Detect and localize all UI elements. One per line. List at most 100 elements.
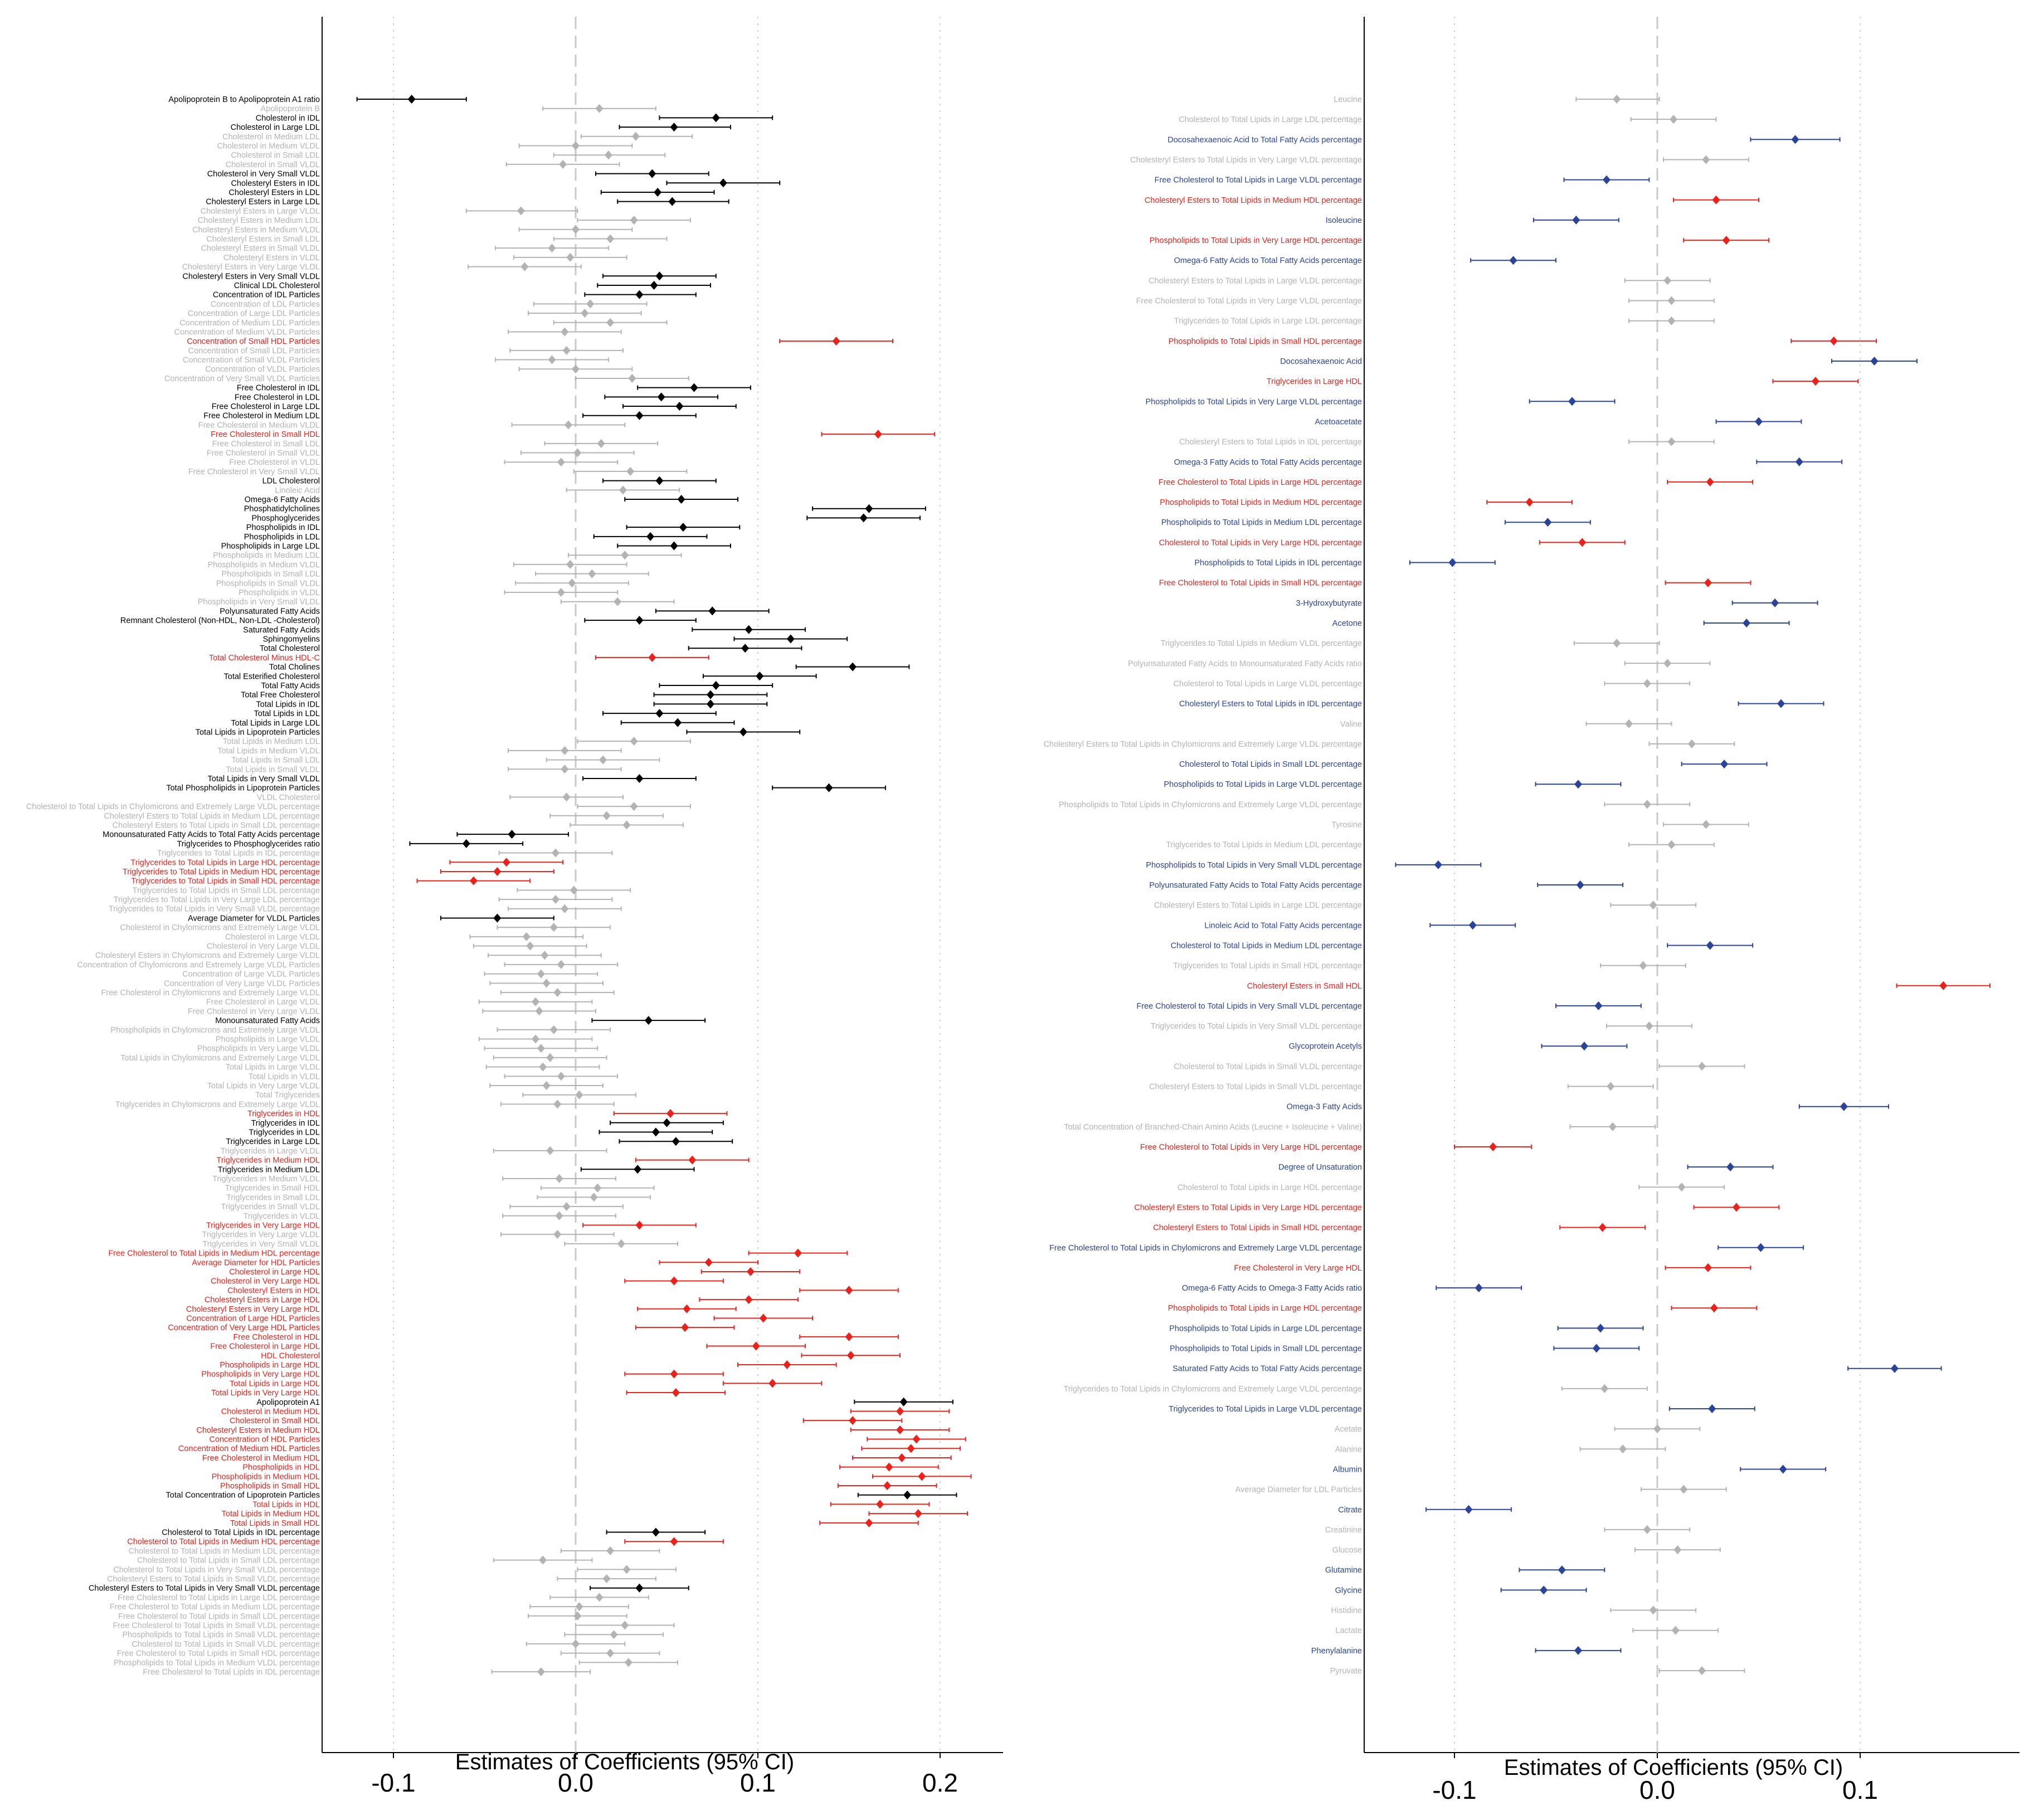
forest-row: Triglycerides to Total Lipids in Medium … — [1161, 639, 1660, 648]
row-label: Cholesterol to Total Lipids in Small LDL… — [137, 1556, 320, 1565]
estimate-point — [548, 244, 556, 253]
forest-row: Free Cholesterol in Medium VLDL — [198, 420, 626, 430]
forest-row: Free Cholesterol to Total Lipids in Larg… — [118, 1593, 649, 1602]
row-label: Concentration of Very Large HDL Particle… — [168, 1323, 320, 1332]
estimate-point — [553, 988, 562, 997]
forest-row: Average Diameter for HDL Particles — [192, 1258, 758, 1267]
row-label: Total Phospholipids in Lipoprotein Parti… — [166, 784, 320, 793]
row-label: Cholesteryl Esters to Total Lipids in Ch… — [1044, 740, 1362, 749]
forest-row: Phospholipids to Total Lipids in Small L… — [1170, 1344, 1640, 1354]
forest-row: Cholesterol to Total Lipids in Medium LD… — [1171, 941, 1754, 950]
forest-row: Triglycerides in LDL — [249, 1127, 713, 1137]
row-label: Cholesteryl Esters in Large LDL — [206, 198, 320, 207]
row-label: Triglycerides in Large LDL — [226, 1137, 320, 1146]
forest-row: Average Diameter for LDL Particles — [1235, 1485, 1727, 1495]
estimate-point — [1580, 1042, 1588, 1051]
estimate-point — [739, 727, 747, 737]
row-label: Free Cholesterol in Large HDL — [210, 1342, 320, 1351]
estimate-point — [586, 299, 595, 309]
forest-row: Phospholipids to Total Lipids in Small H… — [1169, 336, 1877, 346]
estimate-point — [630, 802, 638, 811]
estimate-point — [865, 1518, 873, 1527]
forest-row: Omega-3 Fatty Acids — [1287, 1102, 1889, 1112]
x-axis-label: Estimates of Coefficients (95% CI) — [455, 1750, 794, 1774]
estimate-point — [663, 1118, 671, 1127]
row-label: Cholesteryl Esters in Very Small VLDL — [182, 272, 320, 281]
estimate-point — [654, 187, 662, 197]
row-label: Cholesterol in Medium LDL — [222, 133, 320, 142]
x-tick-label: 0.0 — [558, 1768, 593, 1797]
row-label: Histidine — [1331, 1607, 1362, 1615]
row-label: Total Lipids in LDL — [254, 709, 320, 718]
forest-row: Free Cholesterol to Total Lipids in Very… — [1136, 296, 1715, 306]
row-label: Free Cholesterol in Medium LDL — [203, 412, 320, 421]
forest-row: Triglycerides in Medium VLDL — [212, 1174, 616, 1184]
row-label: Triglycerides in HDL — [247, 1109, 320, 1118]
estimate-point — [617, 1239, 625, 1248]
row-label: Total Cholesterol Minus HDL-C — [209, 654, 320, 663]
estimate-point — [655, 709, 664, 718]
row-label: Cholesteryl Esters in Chylomicrons and E… — [95, 951, 320, 960]
estimate-point — [553, 1230, 562, 1239]
forest-row: Total Lipids in Very Large VLDL — [207, 1081, 604, 1091]
estimate-point — [542, 979, 551, 988]
row-label: Concentration of Medium HDL Particles — [178, 1444, 320, 1453]
estimate-point — [677, 495, 685, 504]
row-label: Free Cholesterol in Small HDL — [211, 430, 320, 439]
estimate-point — [1795, 457, 1803, 466]
estimate-point — [651, 1527, 660, 1537]
estimate-point — [1663, 659, 1672, 668]
row-label: Cholesteryl Esters to Total Lipids in Sm… — [107, 1575, 320, 1584]
estimate-point — [520, 262, 529, 271]
row-label: Alanine — [1335, 1445, 1362, 1454]
estimate-point — [1645, 1021, 1653, 1031]
row-label: Free Cholesterol to Total Lipids in Larg… — [1155, 176, 1362, 185]
forest-row: Triglycerides in Very Large VLDL — [202, 1230, 615, 1239]
forest-row: Cholesterol to Total Lipids in Very Smal… — [113, 1565, 677, 1574]
estimate-point — [1687, 739, 1696, 748]
row-label: Triglycerides to Total Lipids in Medium … — [1161, 639, 1362, 648]
forest-row: Total Lipids in Very Large HDL — [211, 1388, 726, 1398]
row-label: Total Fatty Acids — [261, 682, 320, 690]
forest-row: Total Lipids in Small LDL — [231, 755, 660, 765]
row-label: Triglycerides to Total Lipids in Small H… — [131, 877, 320, 886]
estimate-point — [599, 755, 607, 765]
row-label: Omega-6 Fatty Acids to Omega-3 Fatty Aci… — [1182, 1284, 1362, 1293]
forest-row: Total Lipids in Lipoprotein Particles — [196, 727, 801, 737]
forest-row: Concentration of IDL Particles — [213, 290, 697, 300]
row-label: Phospholipids to Total Lipids in Small L… — [1170, 1345, 1362, 1354]
forest-row: Free Cholesterol to Total Lipids in Very… — [1140, 1142, 1532, 1152]
row-label: Docosahexaenoic Acid — [1280, 357, 1362, 366]
row-label: Cholesteryl Esters to Total Lipids in La… — [1154, 901, 1362, 910]
row-label: Omega-3 Fatty Acids to Total Fatty Acids… — [1174, 458, 1362, 467]
forest-row: Cholesteryl Esters in Medium LDL — [198, 216, 692, 225]
row-label: Total Lipids in Very Large HDL — [211, 1389, 320, 1398]
row-label: Cholesteryl Esters to Total Lipids in Me… — [104, 812, 320, 821]
estimate-point — [539, 1555, 547, 1565]
row-label: Triglycerides to Total Lipids in Large L… — [1174, 317, 1362, 326]
estimate-point — [635, 1220, 644, 1230]
estimate-point — [557, 1072, 565, 1081]
estimate-point — [644, 1016, 653, 1025]
forest-row: Cholesteryl Esters in IDL — [231, 178, 781, 188]
estimate-point — [595, 1593, 604, 1602]
row-label: Cholesterol in Very Large HDL — [211, 1277, 320, 1286]
row-label: Free Cholesterol to Total Lipids in Smal… — [113, 1622, 320, 1631]
forest-row: Concentration of Very Large VLDL Particl… — [164, 979, 604, 988]
row-label: Concentration of Large LDL Particles — [188, 309, 320, 318]
forest-row: Free Cholesterol in Large HDL — [210, 1341, 806, 1351]
row-label: Total Lipids in VLDL — [249, 1072, 320, 1081]
forest-row: Cholesteryl Esters to Total Lipids in Sm… — [1149, 1082, 1654, 1092]
forest-row: Phospholipids in Very Small VLDL — [198, 597, 675, 607]
estimate-point — [552, 895, 560, 904]
estimate-point — [666, 1109, 675, 1118]
forest-row: Triglycerides to Total Lipids in Large V… — [1169, 1404, 1755, 1414]
forest-row: Cholesteryl Esters to Total Lipids in Ve… — [1130, 155, 1749, 164]
forest-row: Cholesterol to Total Lipids in Small VLD… — [1174, 1062, 1745, 1071]
forest-row: Triglycerides to Total Lipids in Very Sm… — [109, 904, 622, 914]
estimate-point — [1811, 377, 1819, 386]
forest-row: Concentration of Chylomicrons and Extrem… — [77, 960, 619, 970]
forest-row: Cholesteryl Esters to Total Lipids in ID… — [1179, 699, 1824, 709]
row-label: Cholesterol in Small VLDL — [226, 160, 320, 169]
